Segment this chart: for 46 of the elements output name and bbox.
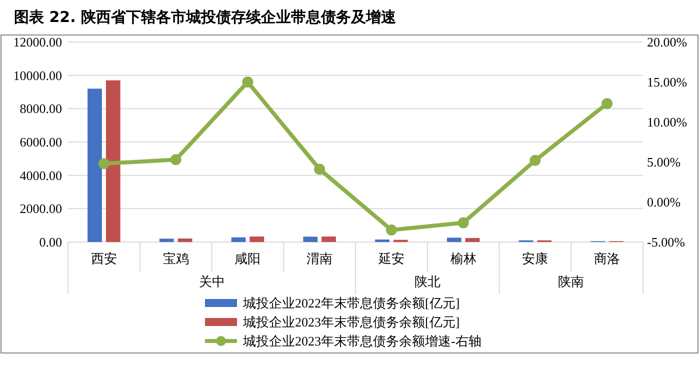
point	[530, 154, 541, 166]
y-tick-label: 10000.00	[13, 68, 62, 83]
bar	[303, 236, 318, 242]
legend-label: 城投企业2023年末带息债务余额增速-右轴	[242, 334, 482, 349]
y2-tick-label: 5.00%	[647, 154, 681, 170]
bar	[231, 237, 246, 242]
x-tick-label: 延安	[377, 251, 404, 266]
bar	[250, 236, 264, 242]
y2-tick-label: -5.00%	[647, 234, 686, 250]
bar	[178, 238, 192, 242]
x-tick-label: 宝鸡	[162, 251, 189, 266]
bar	[88, 88, 102, 242]
y2-tick-label: 15.00%	[647, 74, 688, 90]
chart-title: 图表 22. 陕西省下辖各市城投债存续企业带息债务及增速	[14, 8, 398, 26]
text: 陕北	[414, 274, 440, 289]
x-tick-label: 咸阳	[234, 251, 261, 266]
y-tick-label: 2000.00	[20, 201, 62, 216]
legend-label: 城投企业2023年末带息债务余额[亿元]	[242, 314, 460, 330]
bar	[322, 236, 336, 242]
y2-tick-label: 10.00%	[647, 114, 688, 130]
bar	[446, 238, 462, 242]
point	[602, 98, 613, 110]
x-tick-label: 商洛	[594, 251, 620, 266]
text: 关中	[198, 274, 225, 289]
point	[98, 158, 110, 170]
bar	[159, 238, 174, 242]
y-tick-label: 0.00	[39, 234, 62, 250]
point	[170, 154, 182, 166]
x-tick-label: 安康	[522, 251, 548, 266]
point	[314, 164, 326, 175]
bar	[465, 238, 480, 242]
y-tick-label: 6000.00	[20, 134, 62, 150]
x-tick-label: 渭南	[306, 251, 333, 266]
y-tick-label: 4000.00	[20, 168, 62, 183]
x-tick-label: 西安	[90, 251, 117, 266]
point	[242, 76, 254, 88]
point	[386, 224, 397, 236]
y2-tick-label: 20.00%	[647, 34, 688, 50]
legend-label: 城投企业2022年末带息债务余额[亿元]	[242, 296, 460, 311]
point	[458, 217, 469, 228]
y2-tick-label: 0.00%	[647, 194, 681, 210]
text: 陕南	[558, 274, 584, 289]
y-tick-label: 8000.00	[20, 101, 62, 116]
bar	[106, 80, 120, 242]
y-tick-label: 12000.00	[13, 34, 62, 50]
x-tick-label: 榆林	[450, 251, 476, 266]
